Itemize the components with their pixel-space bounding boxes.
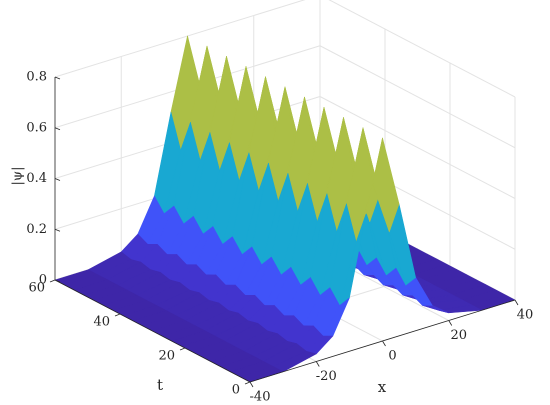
grid-line bbox=[328, 0, 516, 98]
tick-mark bbox=[54, 279, 61, 283]
z-tick-label: 0.4 bbox=[26, 171, 47, 186]
x-tick-label: 0 bbox=[388, 349, 396, 364]
y-tick-label: 40 bbox=[93, 315, 110, 330]
axis-line bbox=[54, 279, 251, 383]
tick-mark bbox=[514, 299, 519, 306]
grid-line bbox=[319, 96, 516, 199]
x-tick-label: -20 bbox=[316, 369, 337, 384]
tick-mark bbox=[114, 313, 121, 317]
tick-mark bbox=[54, 76, 61, 80]
y-axis-label: t bbox=[157, 376, 163, 394]
tick-mark bbox=[244, 381, 251, 385]
x-tick-label: -40 bbox=[250, 390, 271, 405]
tick-mark bbox=[382, 340, 386, 347]
tick-mark bbox=[179, 347, 186, 351]
x-axis-label: x bbox=[378, 378, 387, 396]
z-tick-label: 0.2 bbox=[26, 222, 47, 237]
x-tick-label: 20 bbox=[450, 328, 467, 343]
tick-mark bbox=[54, 228, 61, 232]
tick-mark bbox=[49, 279, 56, 283]
tick-mark bbox=[249, 381, 254, 388]
tick-mark bbox=[315, 361, 320, 367]
tick-mark bbox=[448, 320, 453, 326]
grid-line bbox=[319, 45, 516, 149]
y-tick-label: 20 bbox=[158, 349, 175, 364]
tick-mark bbox=[54, 178, 61, 181]
y-tick-label: 0 bbox=[232, 383, 240, 398]
z-tick-label: 0.6 bbox=[26, 120, 47, 135]
y-tick-label: 60 bbox=[28, 281, 45, 296]
z-tick-label: 0 bbox=[39, 273, 47, 288]
z-axis-label: |ψ| bbox=[11, 167, 26, 186]
tick-mark bbox=[54, 127, 61, 131]
z-tick-label: 0.8 bbox=[26, 70, 47, 85]
x-tick-label: 40 bbox=[517, 308, 534, 323]
